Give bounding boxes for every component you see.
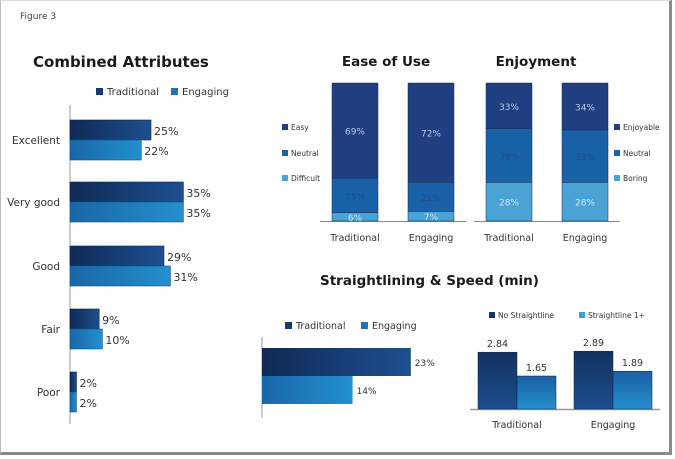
legend-swatch-enjoyable (614, 124, 620, 130)
legend-label: Neutral (291, 149, 319, 158)
category-label: Traditional (483, 233, 533, 244)
legend-label: Difficult (291, 174, 320, 183)
bar-traditional (69, 181, 184, 203)
bar-engaging (69, 139, 142, 161)
category-label: Engaging (591, 420, 636, 431)
data-label: 72% (421, 130, 441, 140)
data-label: 1.65 (526, 363, 547, 374)
data-label: 14% (357, 387, 377, 397)
stack-segment-easy (407, 82, 455, 183)
data-label: 39% (499, 152, 519, 162)
data-label: 2% (79, 377, 96, 390)
category-label: Very good (7, 197, 60, 209)
data-label: 69% (345, 128, 365, 138)
bar-no-straightline (573, 350, 614, 410)
data-label: 25% (154, 125, 178, 138)
legend-swatch-traditional (285, 322, 292, 329)
legend-swatch-boring (614, 175, 620, 181)
data-label: 35% (186, 187, 210, 200)
category-label: Engaging (409, 233, 454, 244)
data-label: 6% (348, 214, 363, 224)
legend-swatch-neutral (282, 150, 288, 156)
stack-segment-boring (561, 182, 609, 222)
legend-label: No Straightline (498, 311, 554, 320)
chart-title: Ease of Use (342, 54, 430, 70)
legend-label: Boring (623, 174, 648, 183)
stack-segment-easy (331, 82, 379, 179)
bar-engaging (69, 201, 184, 223)
legend-label: Easy (291, 123, 309, 132)
legend-label: Engaging (372, 321, 417, 332)
data-label: 2.89 (583, 338, 604, 349)
bar-straightline (516, 375, 557, 410)
legend-swatch-engaging (171, 88, 178, 95)
data-label: 28% (575, 199, 595, 209)
bar-no-straightline (477, 351, 518, 410)
legend-swatch-engaging (361, 322, 368, 329)
data-label: 21% (421, 194, 441, 204)
stack-segment-enjoyable (485, 82, 533, 129)
data-label: 28% (499, 199, 519, 209)
category-label: Traditional (329, 233, 379, 244)
bar-traditional (69, 119, 152, 141)
data-label: 25% (345, 192, 365, 202)
category-label: Engaging (563, 233, 608, 244)
legend-label: Engaging (182, 87, 229, 98)
legend-swatch-difficult (282, 175, 288, 181)
bar-traditional (69, 245, 165, 267)
data-label: 35% (186, 207, 210, 220)
bar-straightline (612, 370, 653, 410)
data-label: 34% (575, 103, 595, 113)
stack-segment-boring (485, 182, 533, 222)
legend-label: Straightline 1+ (588, 311, 645, 320)
data-label: 29% (167, 251, 191, 264)
data-label: 22% (144, 145, 168, 158)
bar-engaging (69, 328, 103, 350)
legend-label: Traditional (295, 321, 345, 332)
legend-label: Enjoyable (623, 123, 660, 132)
data-label: 33% (499, 103, 519, 113)
stack-segment-neutral (331, 177, 379, 213)
legend-swatch-easy (282, 124, 288, 130)
bar-engaging (262, 376, 353, 404)
stack-segment-enjoyable (561, 82, 609, 131)
legend-swatch-straightline (579, 312, 585, 318)
bar-traditional (262, 348, 411, 376)
category-label: Good (32, 261, 60, 273)
bar-engaging (69, 265, 171, 287)
category-label: Fair (41, 324, 60, 336)
data-label: 1.89 (622, 358, 643, 369)
data-label: 23% (415, 359, 435, 369)
data-label: 38% (575, 153, 595, 163)
data-label: 9% (102, 314, 119, 327)
bar-engaging (69, 391, 77, 413)
data-label: 31% (173, 271, 197, 284)
data-label: 2% (79, 397, 96, 410)
stack-segment-neutral (561, 129, 609, 183)
category-label: Excellent (12, 135, 60, 147)
stack-segment-neutral (407, 182, 455, 212)
legend-swatch-no-straightline (489, 312, 495, 318)
category-label: Poor (37, 387, 61, 399)
data-label: 7% (424, 213, 439, 223)
data-label: 2.84 (487, 339, 508, 350)
chart-title: Enjoyment (496, 54, 577, 70)
legend-swatch-neutral (614, 150, 620, 156)
chart-title: Combined Attributes (33, 53, 209, 71)
legend-label: Neutral (623, 149, 651, 158)
chart-title: Straightlining & Speed (min) (320, 273, 539, 289)
legend-label: Traditional (106, 87, 159, 98)
legend-swatch-traditional (96, 88, 103, 95)
figure-label: Figure 3 (20, 12, 57, 22)
bar-traditional (69, 371, 77, 393)
data-label: 10% (105, 334, 129, 347)
bar-traditional (69, 308, 100, 330)
category-label: Traditional (491, 420, 541, 431)
